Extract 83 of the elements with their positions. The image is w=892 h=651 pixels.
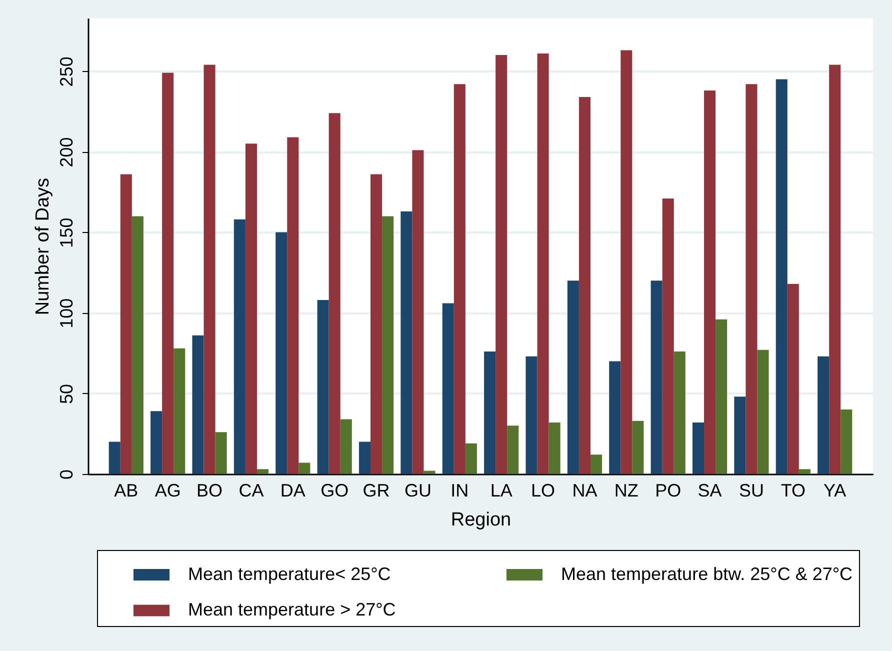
bar <box>108 442 120 474</box>
x-tick-label: LO <box>531 480 556 500</box>
bar <box>484 352 496 474</box>
bar <box>674 352 686 474</box>
bar <box>298 462 310 474</box>
bar <box>798 469 810 474</box>
y-tick-label: 0 <box>56 469 76 480</box>
y-axis-title: Number of Days <box>32 178 54 316</box>
bar <box>734 396 746 474</box>
x-tick-label: IN <box>450 480 469 500</box>
bar <box>442 303 454 474</box>
x-tick-label: CA <box>238 480 264 500</box>
y-tick-label: 50 <box>56 384 76 404</box>
x-tick-label: AG <box>154 480 181 500</box>
y-tick-label: 200 <box>56 137 76 168</box>
bar <box>537 53 549 474</box>
x-tick-label: TO <box>780 480 806 500</box>
bar <box>650 280 662 474</box>
bar <box>757 350 769 474</box>
bar <box>704 90 716 474</box>
bar <box>317 300 329 474</box>
bar <box>150 411 162 474</box>
x-tick-label: NA <box>572 480 598 500</box>
bar <box>776 79 788 474</box>
bar <box>174 348 186 474</box>
bar <box>287 137 299 474</box>
y-tick-label: 150 <box>56 218 76 248</box>
bar <box>424 470 436 474</box>
bar <box>526 356 538 474</box>
bar <box>578 96 590 474</box>
x-tick-label: BO <box>196 480 223 500</box>
bar <box>400 211 412 474</box>
bar <box>692 422 704 474</box>
x-tick-label: GR <box>362 480 390 500</box>
bar <box>328 113 340 474</box>
bar <box>358 442 371 474</box>
bar <box>662 198 674 474</box>
bar <box>840 410 852 474</box>
bar <box>162 72 174 474</box>
legend-label: Mean temperature btw. 25°C & 27°C <box>561 564 853 584</box>
bar <box>465 443 477 474</box>
bar <box>256 469 269 474</box>
bar <box>632 420 644 474</box>
x-tick-label: GU <box>404 480 432 500</box>
x-axis-title: Region <box>450 510 512 530</box>
bar <box>132 216 144 474</box>
bar <box>192 335 204 474</box>
bar <box>496 55 508 474</box>
bar <box>507 426 519 474</box>
bar <box>548 422 560 474</box>
bar <box>215 432 227 474</box>
bar <box>609 361 621 474</box>
y-tick-label: 100 <box>56 298 76 328</box>
legend-label: Mean temperature > 27°C <box>188 600 396 620</box>
x-tick-label: SA <box>698 480 722 500</box>
bar <box>454 84 466 474</box>
x-tick-label: DA <box>280 480 306 500</box>
x-tick-label: NZ <box>614 480 638 500</box>
bar <box>204 64 216 474</box>
bar <box>746 84 758 474</box>
bar <box>120 174 132 474</box>
bar <box>829 64 841 474</box>
bar <box>340 419 352 474</box>
x-tick-label: GO <box>320 480 349 500</box>
bar <box>234 219 246 474</box>
bar <box>716 319 728 474</box>
bar <box>382 216 394 474</box>
y-tick-label: 250 <box>56 56 76 87</box>
bar <box>567 280 579 474</box>
bar <box>245 144 257 474</box>
legend-label: Mean temperature< 25°C <box>188 564 391 584</box>
bar <box>370 174 382 474</box>
x-tick-label: PO <box>655 480 682 500</box>
x-tick-label: YA <box>824 480 846 500</box>
bar <box>412 150 424 474</box>
bar <box>787 284 799 474</box>
bar <box>818 356 830 474</box>
bar <box>590 454 602 474</box>
bar <box>620 50 632 474</box>
bar <box>276 232 288 474</box>
x-tick-label: LA <box>490 480 512 500</box>
x-tick-label: SU <box>738 480 764 500</box>
x-tick-label: AB <box>114 480 138 500</box>
